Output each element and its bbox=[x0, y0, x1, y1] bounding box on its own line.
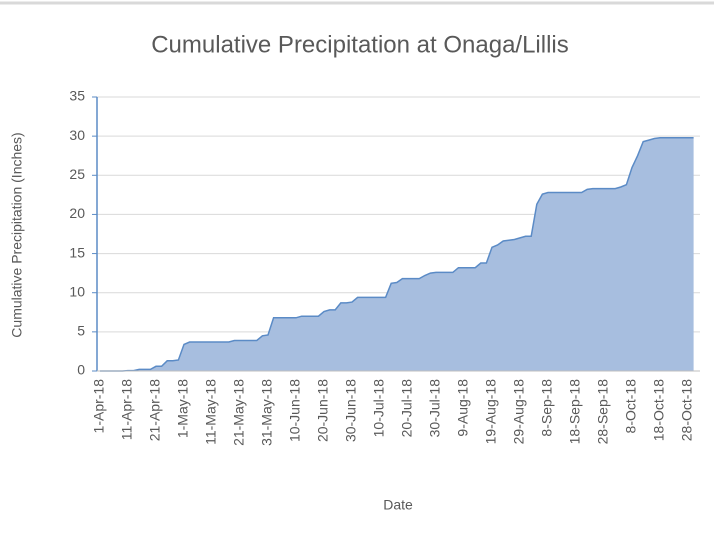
x-tick-label: 21-Apr-18 bbox=[147, 379, 163, 441]
y-tick-label: 35 bbox=[69, 88, 85, 104]
y-tick-label: 15 bbox=[69, 244, 85, 260]
y-tick-label: 20 bbox=[69, 205, 85, 221]
area bbox=[100, 137, 694, 371]
area-line bbox=[100, 136, 694, 372]
y-tick-label: 30 bbox=[69, 127, 85, 143]
y-axis-label: Cumulative Precipitation (Inches) bbox=[9, 132, 25, 337]
x-tick-label: 30-Jul-18 bbox=[427, 379, 443, 438]
x-tick-label: 1-Apr-18 bbox=[91, 379, 107, 434]
y-tick-label: 10 bbox=[69, 283, 85, 299]
x-tick-label: 18-Sep-18 bbox=[567, 379, 583, 445]
y-tick-label: 5 bbox=[77, 323, 85, 339]
x-tick-label: 28-Oct-18 bbox=[679, 379, 695, 441]
x-tick-label: 31-May-18 bbox=[259, 379, 275, 446]
y-tick-label: 25 bbox=[69, 166, 85, 182]
x-tick-label: 20-Jun-18 bbox=[315, 379, 331, 442]
x-tick-label: 10-Jul-18 bbox=[371, 379, 387, 438]
x-tick-label: 21-May-18 bbox=[231, 379, 247, 446]
x-tick-label: 11-May-18 bbox=[203, 379, 219, 445]
x-tick-label: 18-Oct-18 bbox=[651, 379, 667, 441]
x-tick-label: 10-Jun-18 bbox=[287, 379, 303, 442]
x-tick-label: 11-Apr-18 bbox=[119, 379, 135, 440]
x-tick-label: 28-Sep-18 bbox=[595, 379, 611, 445]
x-axis-label: Date bbox=[383, 497, 413, 513]
x-tick-label: 29-Aug-18 bbox=[511, 379, 527, 445]
x-tick-label: 9-Aug-18 bbox=[455, 379, 471, 437]
x-tick-label: 19-Aug-18 bbox=[483, 379, 499, 445]
x-tick-label: 30-Jun-18 bbox=[343, 379, 359, 442]
x-tick-label: 8-Sep-18 bbox=[539, 379, 555, 437]
x-tick-label: 8-Oct-18 bbox=[623, 379, 639, 434]
chart-title: Cumulative Precipitation at Onaga/Lillis bbox=[151, 31, 569, 58]
y-tick-label: 0 bbox=[77, 362, 85, 378]
x-tick-label: 1-May-18 bbox=[175, 379, 191, 438]
x-tick-label: 20-Jul-18 bbox=[399, 379, 415, 438]
